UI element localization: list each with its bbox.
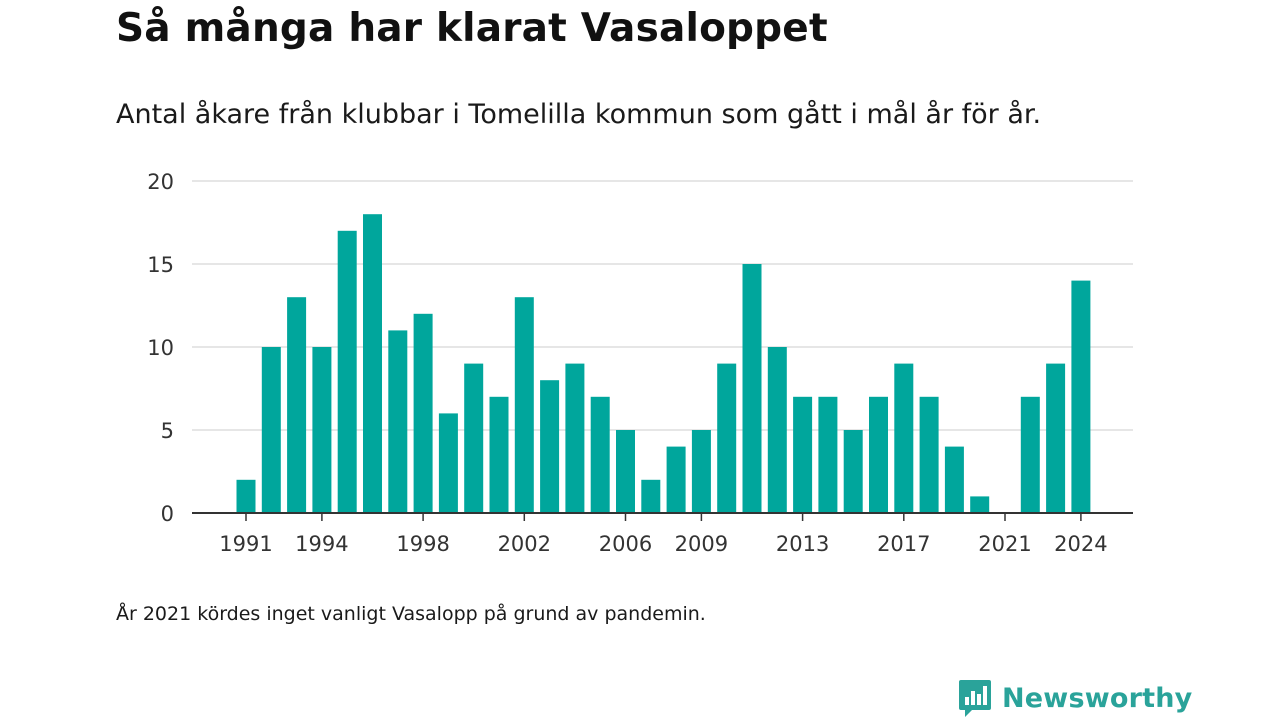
bar <box>1046 363 1066 513</box>
bar <box>894 363 914 513</box>
chart-subtitle: Antal åkare från klubbar i Tomelilla kom… <box>116 99 1042 130</box>
x-tick-label: 2024 <box>1054 532 1107 556</box>
y-tick-label: 15 <box>147 253 174 277</box>
x-tick-label: 2013 <box>776 532 829 556</box>
newsworthy-logo-icon <box>959 680 991 717</box>
bar <box>616 430 635 513</box>
bar <box>388 330 408 513</box>
bar <box>514 297 534 513</box>
x-tick-label: 1998 <box>396 532 449 556</box>
bar <box>287 297 307 513</box>
x-tick-label: 1991 <box>219 532 272 556</box>
footnote: År 2021 kördes inget vanligt Vasalopp på… <box>116 603 706 625</box>
x-tick-label: 2002 <box>498 532 551 556</box>
bar <box>793 396 813 513</box>
x-tick-label: 1994 <box>295 532 348 556</box>
bar <box>464 363 484 513</box>
bar <box>337 230 357 514</box>
x-tick-label: 2009 <box>675 532 728 556</box>
bar <box>767 347 787 513</box>
bar <box>691 430 711 513</box>
brand-logo: Newsworthy <box>958 678 1192 718</box>
bar <box>565 363 585 513</box>
bar <box>742 264 762 513</box>
bar <box>717 363 737 513</box>
y-tick-label: 5 <box>161 419 174 443</box>
bar <box>869 396 888 513</box>
bar <box>438 413 458 513</box>
bar <box>540 380 560 513</box>
bars <box>236 214 1091 514</box>
bar <box>261 347 281 513</box>
bar <box>818 396 838 513</box>
bar <box>1020 396 1040 513</box>
chart-title: Så många har klarat Vasaloppet <box>116 6 828 51</box>
bar <box>590 396 610 513</box>
bar <box>944 446 964 513</box>
gridlines <box>192 180 1133 431</box>
axes: 0 5 10 15 20 1991 1994 1998 2002 2006 2009 2013 2017… <box>147 170 1133 556</box>
bar <box>363 214 382 513</box>
bar <box>312 347 332 513</box>
bar <box>641 479 661 513</box>
bar <box>413 313 433 513</box>
bar <box>666 446 686 513</box>
bar <box>236 479 256 513</box>
y-tick-label: 0 <box>161 502 174 526</box>
brand-name: Newsworthy <box>1002 682 1193 714</box>
bar <box>970 496 990 513</box>
bar <box>919 396 939 513</box>
bar <box>843 430 863 513</box>
bar <box>1071 280 1091 513</box>
y-tick-label: 20 <box>147 170 174 194</box>
bar <box>489 396 509 513</box>
x-tick-label: 2017 <box>877 532 930 556</box>
y-tick-label: 10 <box>147 336 174 360</box>
x-tick-label: 2021 <box>978 532 1031 556</box>
bar-chart: 0 5 10 15 20 1991 1994 1998 2002 2006 2009 2013 2017… <box>147 170 1133 556</box>
x-tick-label: 2006 <box>599 532 652 556</box>
